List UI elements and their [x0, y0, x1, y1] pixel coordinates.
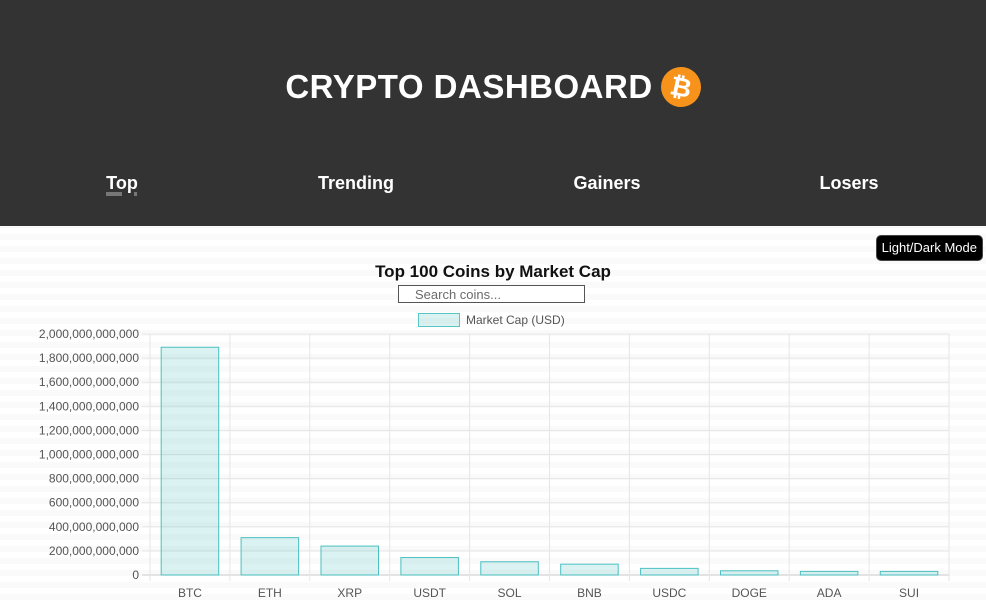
y-tick-label: 200,000,000,000: [49, 544, 139, 558]
x-tick-label-btc: BTC: [178, 586, 202, 600]
y-tick-label: 1,200,000,000,000: [39, 423, 139, 437]
nav-tab-trending[interactable]: Trending: [318, 173, 394, 193]
x-tick-label-eth: ETH: [258, 586, 282, 600]
y-tick-label: 1,600,000,000,000: [39, 375, 139, 389]
bar-usdc: [640, 567, 699, 576]
y-tick-label: 400,000,000,000: [49, 520, 139, 534]
y-tick-label: 600,000,000,000: [49, 496, 139, 510]
legend-swatch: [418, 313, 460, 327]
search-coins-input[interactable]: [398, 285, 585, 303]
bar-sui: [879, 570, 939, 576]
bar-bnb: [560, 563, 619, 576]
nav-tab-gainers[interactable]: Gainers: [573, 173, 641, 193]
header-bar: CRYPTO DASHBOARD ₿ Top Trending Gainers …: [0, 0, 986, 226]
y-tick-label: 2,000,000,000,000: [39, 327, 139, 341]
y-tick-label: 0: [132, 568, 139, 582]
app-title-area: CRYPTO DASHBOARD ₿: [0, 63, 986, 111]
x-tick-label-usdt: USDT: [413, 586, 446, 600]
nav-tab-losers[interactable]: Losers: [819, 173, 879, 193]
bar-doge: [719, 570, 779, 576]
x-tick-label-sui: SUI: [899, 586, 919, 600]
bar-eth: [240, 537, 300, 576]
y-tick-label: 1,800,000,000,000: [39, 351, 139, 365]
legend-label: Market Cap (USD): [466, 313, 565, 327]
bar-usdt: [400, 557, 459, 576]
y-tick-label: 1,000,000,000,000: [39, 448, 139, 462]
x-tick-label-usdc: USDC: [652, 586, 686, 600]
bar-ada: [799, 570, 859, 576]
x-tick-label-xrp: XRP: [337, 586, 362, 600]
x-tick-label-ada: ADA: [817, 586, 842, 600]
market-cap-bar-chart: 2,000,000,000,000 1,800,000,000,000 1,600,…: [39, 327, 950, 600]
main-nav: Top Trending Gainers Losers: [0, 172, 986, 202]
bitcoin-icon: ₿: [656, 63, 705, 111]
x-tick-label-sol: SOL: [498, 586, 522, 600]
chart-legend[interactable]: Market Cap (USD): [418, 312, 565, 328]
bar-btc: [160, 346, 220, 576]
y-tick-label: 1,400,000,000,000: [39, 399, 139, 413]
x-tick-label-bnb: BNB: [577, 586, 602, 600]
x-tick-label-doge: DOGE: [732, 586, 767, 600]
active-tab-indicator-dot: [134, 192, 137, 196]
bar-xrp: [320, 545, 380, 576]
active-tab-indicator: [106, 192, 122, 196]
y-tick-label: 800,000,000,000: [49, 472, 139, 486]
app-title: CRYPTO DASHBOARD: [285, 68, 653, 105]
nav-tab-top[interactable]: Top: [106, 173, 138, 193]
bar-sol: [480, 561, 539, 576]
chart-title: Top 100 Coins by Market Cap: [375, 262, 611, 281]
light-dark-mode-button[interactable]: Light/Dark Mode: [875, 235, 983, 261]
